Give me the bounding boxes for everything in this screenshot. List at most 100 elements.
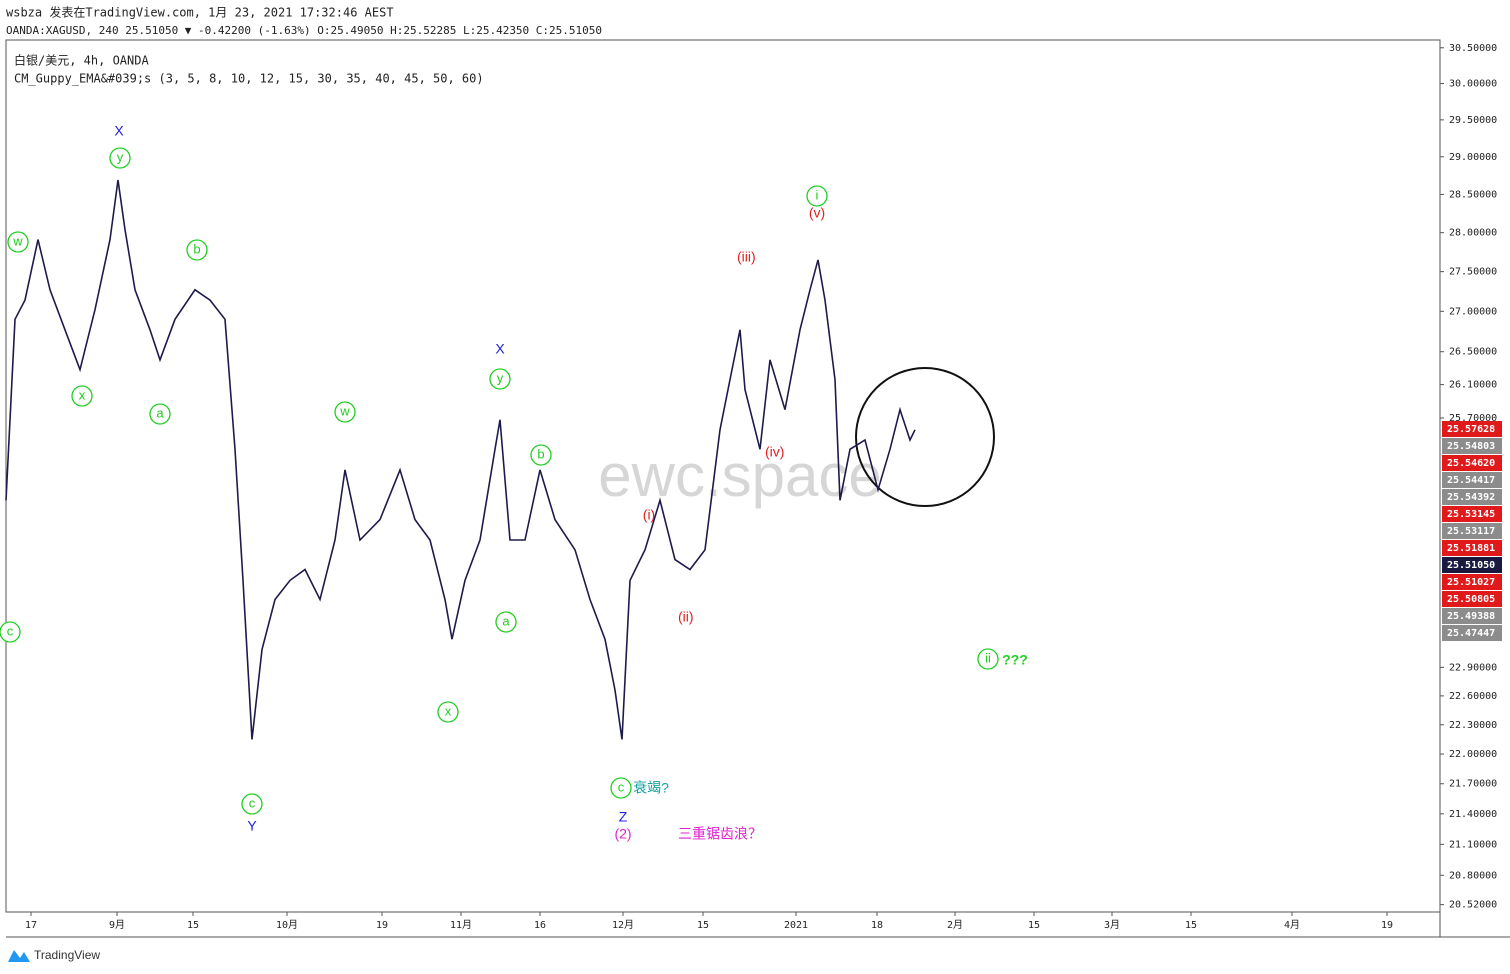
wave-circle bbox=[186, 239, 208, 261]
price-label: 25.54392 bbox=[1447, 492, 1495, 503]
wave-circle bbox=[489, 368, 511, 390]
wave-label: c bbox=[249, 795, 256, 810]
wave-circle bbox=[977, 648, 999, 670]
y-tick-label: 30.00000 bbox=[1449, 79, 1497, 90]
y-tick-label: 21.10000 bbox=[1449, 839, 1497, 850]
price-label-box bbox=[1442, 489, 1502, 505]
wave-circle bbox=[610, 777, 632, 799]
price-label-box bbox=[1442, 591, 1502, 607]
y-tick-label: 22.30000 bbox=[1449, 720, 1497, 731]
wave-circle bbox=[334, 401, 356, 423]
price-label-box bbox=[1442, 472, 1502, 488]
wave-label: c bbox=[618, 779, 625, 794]
x-tick-label: 18 bbox=[871, 920, 883, 931]
x-tick-label: 19 bbox=[1381, 920, 1393, 931]
x-tick-label: 2月 bbox=[947, 919, 963, 931]
wave-label: b bbox=[537, 446, 544, 461]
wave-circle bbox=[495, 611, 517, 633]
wave-circle bbox=[71, 385, 93, 407]
x-tick-label: 15 bbox=[697, 920, 709, 931]
price-label: 25.54803 bbox=[1447, 441, 1495, 452]
wave-label: X bbox=[114, 123, 124, 139]
y-tick-label: 20.52000 bbox=[1449, 900, 1497, 911]
wave-label: Y bbox=[247, 818, 257, 834]
author-line: wsbza 发表在TradingView.com, 1月 23, 2021 17… bbox=[6, 5, 394, 20]
price-label: 25.51027 bbox=[1447, 577, 1495, 588]
price-label-box bbox=[1442, 523, 1502, 539]
price-label: 25.54417 bbox=[1447, 475, 1495, 486]
wave-label: a bbox=[502, 613, 510, 628]
price-label-box bbox=[1442, 438, 1502, 454]
wave-label: 三重锯齿浪？ bbox=[678, 826, 762, 842]
y-tick-label: 26.10000 bbox=[1449, 380, 1497, 391]
price-label: 25.51881 bbox=[1447, 543, 1495, 554]
y-tick-label: 29.50000 bbox=[1449, 115, 1497, 126]
y-tick-label: 27.00000 bbox=[1449, 306, 1497, 317]
wave-label: (2) bbox=[614, 826, 631, 842]
y-tick-label: 20.80000 bbox=[1449, 870, 1497, 881]
price-label-box bbox=[1442, 455, 1502, 471]
symbol-line: OANDA:XAGUSD, 240 25.51050 ▼ -0.42200 (-… bbox=[6, 24, 602, 37]
wave-label: c bbox=[7, 623, 14, 638]
x-tick-label: 2021 bbox=[784, 920, 808, 931]
x-tick-label: 4月 bbox=[1284, 919, 1300, 931]
y-tick-label: 25.70000 bbox=[1449, 413, 1497, 424]
wave-label: ??? bbox=[1002, 652, 1028, 668]
wave-circle bbox=[149, 403, 171, 425]
price-label: 25.47447 bbox=[1447, 628, 1495, 639]
wave-label: i bbox=[816, 187, 819, 202]
x-tick-label: 17 bbox=[25, 920, 37, 931]
x-tick-label: 15 bbox=[1185, 920, 1197, 931]
price-label-box bbox=[1442, 506, 1502, 522]
x-tick-label: 15 bbox=[187, 920, 199, 931]
footer-brand[interactable]: TradingView bbox=[34, 948, 100, 962]
wave-label: (i) bbox=[643, 507, 655, 523]
price-label: 25.57628 bbox=[1447, 424, 1495, 435]
y-tick-label: 22.00000 bbox=[1449, 749, 1497, 760]
wave-label: a bbox=[156, 405, 164, 420]
y-tick-label: 28.00000 bbox=[1449, 228, 1497, 239]
price-label-box bbox=[1442, 557, 1502, 573]
price-label-box bbox=[1442, 608, 1502, 624]
y-tick-label: 28.50000 bbox=[1449, 189, 1497, 200]
price-label-box bbox=[1442, 540, 1502, 556]
wave-label: x bbox=[79, 387, 86, 402]
y-tick-label: 30.50000 bbox=[1449, 43, 1497, 54]
wave-circle bbox=[109, 147, 131, 169]
wave-circle bbox=[437, 701, 459, 723]
price-label-box bbox=[1442, 625, 1502, 641]
wave-label: (v) bbox=[809, 205, 825, 221]
y-tick-label: 22.60000 bbox=[1449, 691, 1497, 702]
y-tick-label: 21.70000 bbox=[1449, 779, 1497, 790]
wave-label: Z bbox=[619, 809, 628, 825]
price-line bbox=[5, 179, 916, 740]
wave-label: ii bbox=[985, 650, 991, 665]
wave-label: 衰竭? bbox=[633, 780, 669, 796]
wave-label: w bbox=[12, 233, 23, 248]
price-label: 25.53117 bbox=[1447, 526, 1495, 537]
wave-circle bbox=[7, 231, 29, 253]
wave-label: (iv) bbox=[765, 444, 784, 460]
highlight-circle bbox=[855, 367, 995, 507]
y-tick-label: 26.50000 bbox=[1449, 347, 1497, 358]
price-label: 25.54620 bbox=[1447, 458, 1495, 469]
x-tick-label: 11月 bbox=[450, 919, 472, 931]
wave-label: x bbox=[445, 703, 452, 718]
wave-label: y bbox=[117, 149, 124, 164]
x-tick-label: 19 bbox=[376, 920, 388, 931]
x-tick-label: 15 bbox=[1028, 920, 1040, 931]
x-tick-label: 12月 bbox=[612, 919, 634, 931]
y-tick-label: 22.90000 bbox=[1449, 662, 1497, 673]
price-label: 25.53145 bbox=[1447, 509, 1495, 520]
price-label-box bbox=[1442, 574, 1502, 590]
price-label: 25.51050 bbox=[1447, 560, 1495, 571]
wave-circle bbox=[241, 793, 263, 815]
wave-label: (iii) bbox=[737, 249, 756, 265]
wave-circle bbox=[0, 621, 21, 643]
instrument: 白银/美元, 4h, OANDA bbox=[14, 53, 149, 68]
footer-logo bbox=[8, 950, 30, 962]
wave-label: (ii) bbox=[678, 609, 694, 625]
wave-label: X bbox=[495, 341, 505, 357]
wave-label: b bbox=[193, 241, 200, 256]
